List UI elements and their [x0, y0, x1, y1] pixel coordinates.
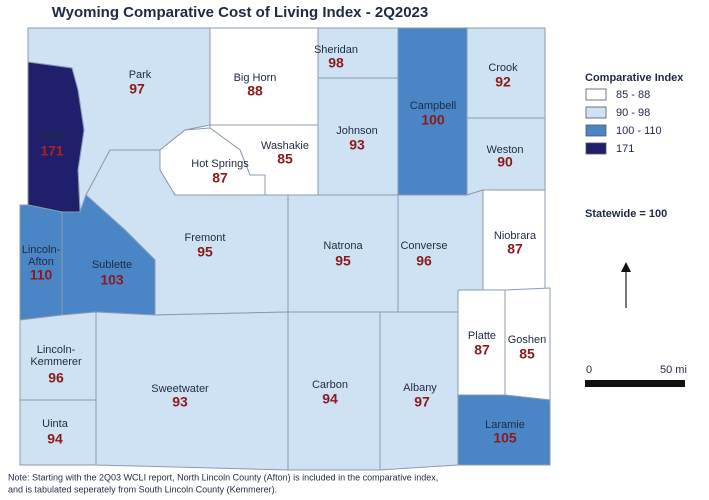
county-name: Sheridan	[314, 44, 358, 56]
county-name: Crook	[488, 62, 518, 74]
county-name: Washakie	[261, 140, 309, 152]
county-name: Johnson	[336, 125, 378, 137]
footnote: Note: Starting with the 2Q03 WCLI report…	[8, 472, 438, 482]
county-value: 90	[497, 154, 513, 170]
county-value: 87	[474, 342, 490, 358]
legend-label: 85 - 88	[616, 89, 650, 101]
county-name: Sweetwater	[151, 383, 209, 395]
statewide-note: Statewide = 100	[585, 208, 667, 220]
county-name: Park	[129, 69, 152, 81]
county-name: Goshen	[508, 334, 547, 346]
county-name: Carbon	[312, 379, 348, 391]
county-value: 94	[322, 391, 338, 407]
county-value: 96	[416, 253, 432, 269]
county-value: 88	[247, 83, 263, 99]
legend-swatch	[585, 124, 607, 137]
county-name: Niobrara	[494, 230, 537, 242]
county-name: Uinta	[42, 418, 69, 430]
county-value: 97	[129, 81, 145, 97]
county-value: 98	[328, 55, 344, 71]
legend-swatch	[585, 106, 607, 119]
legend-label: 90 - 98	[616, 107, 650, 119]
legend-label: 100 - 110	[616, 125, 662, 137]
county-value: 103	[100, 272, 124, 288]
scale-bar	[585, 380, 685, 387]
county-value: 92	[495, 74, 511, 90]
county-value: 93	[349, 137, 365, 153]
county-value: 171	[40, 143, 64, 159]
county	[457, 394, 551, 466]
county-name: Sublette	[92, 259, 132, 271]
footnote: and is tabulated seperately from South L…	[8, 484, 277, 494]
county-name: Campbell	[410, 100, 456, 112]
county-name: Lincoln-	[22, 244, 61, 256]
legend-swatch	[585, 88, 607, 101]
title: Wyoming Comparative Cost of Living Index…	[52, 4, 428, 21]
scale-start: 0	[586, 364, 592, 376]
county-value: 87	[212, 170, 228, 186]
county-value: 93	[172, 394, 188, 410]
north-arrow	[621, 262, 631, 308]
county-name: Hot Springs	[191, 158, 249, 170]
legend-title: Comparative Index	[585, 72, 684, 84]
county-name: Lincoln-	[37, 344, 76, 356]
county-name: Albany	[403, 382, 437, 394]
county-name: Afton	[28, 256, 54, 268]
county-name: Converse	[400, 240, 447, 252]
legend-label: 171	[616, 143, 634, 155]
county-name: Weston	[486, 144, 523, 156]
county-value: 85	[277, 151, 293, 167]
county-value: 100	[421, 112, 445, 128]
county-name: Laramie	[485, 419, 525, 431]
county-value: 97	[414, 394, 430, 410]
county-name: Platte	[468, 330, 496, 342]
legend-swatch	[585, 142, 607, 155]
scale-end: 50 mi	[660, 364, 687, 376]
county-name: Natrona	[323, 240, 363, 252]
legend: 85 - 88 90 - 98 100 - 110 171	[585, 88, 662, 155]
county-value: 94	[47, 431, 63, 447]
county-value: 95	[335, 253, 351, 269]
county-name: Fremont	[185, 232, 226, 244]
county-value: 87	[507, 241, 523, 257]
county-name: Kemmerer	[30, 356, 82, 368]
county-name: Big Horn	[234, 72, 277, 84]
county-name: Teton	[39, 131, 66, 143]
county-value: 110	[30, 267, 53, 283]
county-value: 85	[519, 346, 535, 362]
county-value: 105	[493, 430, 517, 446]
county-value: 95	[197, 244, 213, 260]
county-value: 96	[48, 370, 64, 386]
